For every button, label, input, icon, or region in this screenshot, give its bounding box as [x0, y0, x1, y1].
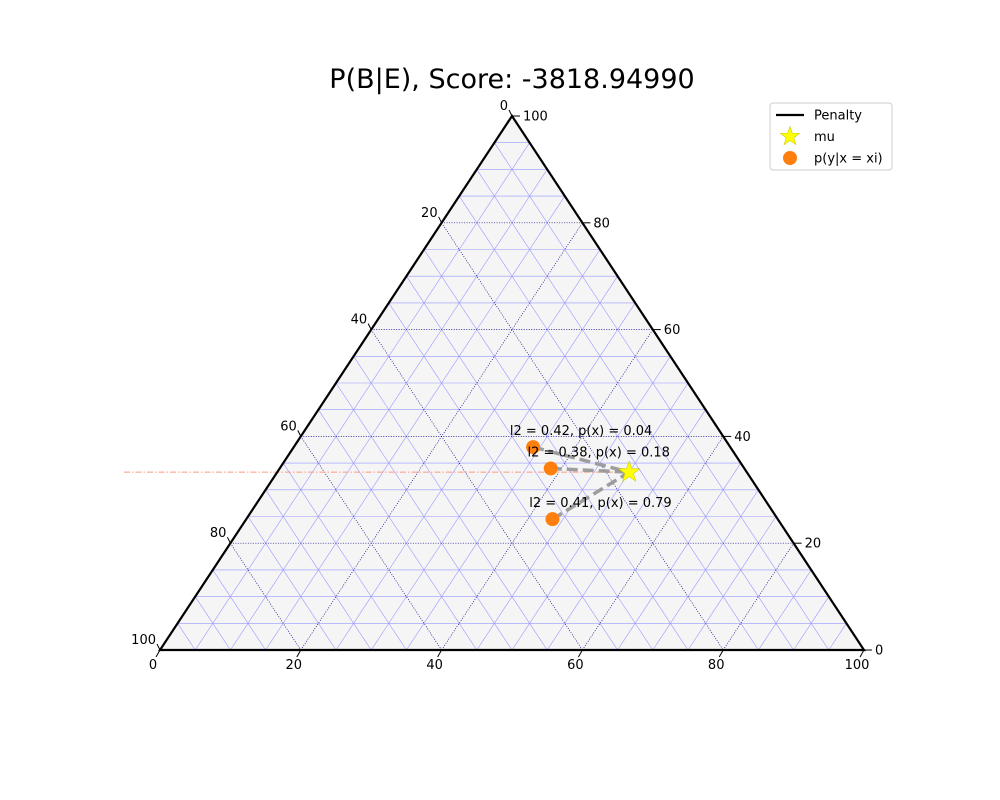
left-axis-tick-label: 60 [280, 419, 297, 434]
minor-gridline [828, 623, 847, 651]
left-axis-tick [156, 643, 161, 651]
chart-title: P(B|E), Score: -3818.94990 [329, 64, 694, 95]
minor-gridline [282, 462, 407, 651]
minor-gridline [194, 142, 530, 651]
bottom-axis-tick [155, 649, 161, 658]
major-gridline [582, 436, 724, 651]
left-axis-tick [508, 109, 513, 117]
minor-gridline [423, 249, 689, 651]
left-axis-tick-label: 0 [500, 99, 508, 114]
minor-gridline [546, 409, 706, 651]
minor-gridline [494, 142, 830, 651]
minor-gridline [617, 462, 742, 651]
minor-gridline [335, 249, 601, 651]
bottom-axis-tick [437, 649, 443, 658]
legend-entry-label: Penalty [814, 109, 862, 124]
left-axis-tick [226, 536, 231, 544]
minor-gridline [265, 489, 372, 651]
legend-entry-label: mu [814, 130, 835, 145]
data-point-annotation: l2 = 0.42, p(x) = 0.04 [510, 424, 652, 439]
bottom-axis-tick-label: 40 [426, 658, 443, 673]
bottom-axis-tick-label: 20 [286, 658, 303, 673]
right-axis-tick-label: 40 [734, 430, 751, 445]
data-point-marker [543, 461, 558, 476]
legend-entry-label: p(y|x = xi) [814, 152, 883, 167]
connector-line [532, 445, 630, 474]
minor-gridline [335, 382, 513, 651]
legend: Penalty mu p(y|x = xi) [769, 102, 893, 171]
minor-gridline [758, 569, 812, 651]
right-axis-tick-label: 0 [875, 644, 883, 659]
data-point-annotation: l2 = 0.41, p(x) = 0.79 [529, 496, 671, 511]
minor-gridline [194, 596, 231, 651]
bottom-axis-tick [577, 649, 583, 658]
left-axis-tick-label: 20 [421, 206, 438, 221]
point-annotations: l2 = 0.42, p(x) = 0.04 l2 = 0.38, p(x) = … [510, 424, 672, 511]
right-axis-tick-label: 20 [805, 537, 822, 552]
minor-gridline [652, 489, 759, 651]
minor-gridline [353, 356, 548, 651]
connector-line [551, 470, 631, 521]
minor-gridline [476, 356, 671, 651]
minor-gridline [406, 302, 636, 651]
bottom-axis-tick [718, 649, 724, 658]
legend-point-circle [783, 151, 797, 165]
bottom-axis-tick-label: 100 [845, 658, 870, 673]
minor-gridline [212, 569, 266, 651]
connector-lines [532, 445, 631, 521]
minor-gridline [177, 623, 196, 651]
left-axis-tick-label: 80 [210, 526, 227, 541]
data-point-annotation: l2 = 0.38, p(x) = 0.18 [527, 445, 669, 460]
minor-gridline [265, 195, 566, 651]
triangle-boundary [157, 114, 867, 652]
tick-labels: 0 0 0 20 20 20 40 40 40 60 60 60 80 80 80 100 100 100 [131, 99, 883, 673]
bottom-axis-tick-label: 60 [567, 658, 584, 673]
left-axis-tick [438, 216, 443, 224]
data-point-marker [526, 440, 541, 455]
minor-gridline [388, 302, 618, 651]
left-axis-tick-label: 40 [351, 313, 368, 328]
data-point-marker [545, 512, 560, 527]
connector-line [550, 466, 630, 474]
minor-gridline [458, 195, 759, 651]
legend-box [769, 102, 893, 171]
right-axis-tick-label: 60 [664, 323, 681, 338]
bottom-axis-tick-label: 80 [708, 658, 725, 673]
legend-mu-star [779, 125, 801, 146]
triangle-axes [157, 114, 867, 652]
left-axis-tick [367, 323, 372, 330]
minor-gridline [511, 382, 689, 651]
bottom-axis-tick [296, 649, 302, 658]
bottom-axis-tick-label: 0 [149, 658, 157, 673]
left-axis-tick-label: 100 [131, 633, 156, 648]
data-points [526, 440, 641, 527]
right-axis-tick-label: 80 [593, 216, 610, 231]
minor-gridline [793, 596, 830, 651]
gridlines [177, 142, 847, 651]
mu-star-marker [617, 460, 641, 482]
minor-gridline [687, 516, 777, 651]
right-axis-tick-label: 100 [523, 110, 548, 125]
bottom-axis-tick [859, 649, 865, 658]
minor-gridline [247, 516, 337, 651]
minor-gridline [318, 409, 478, 651]
left-axis-tick [297, 430, 302, 437]
